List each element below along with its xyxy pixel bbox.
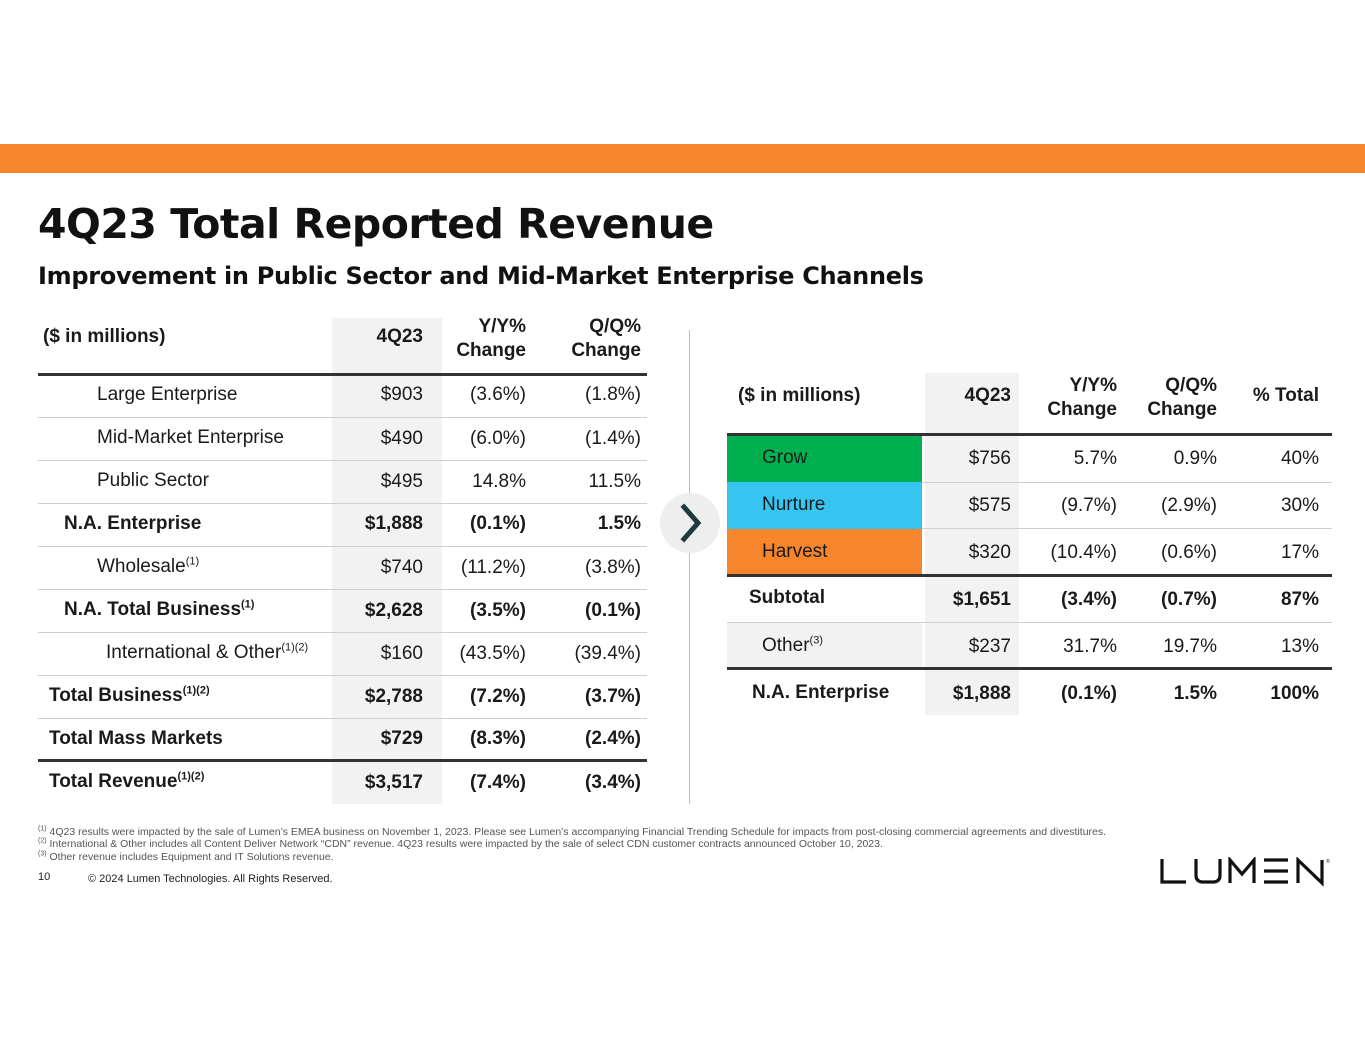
right-header-qq: Q/Q% Change [1147, 375, 1217, 420]
page-number: 10 [38, 871, 51, 883]
left-4q23-column-shade [332, 318, 442, 804]
left-header-4q23: 4Q23 [376, 326, 423, 347]
left-header-rule [38, 373, 647, 376]
chevron-right-icon [660, 493, 720, 553]
nurture-swatch [727, 482, 922, 529]
right-header-yy: Y/Y% Change [1047, 375, 1117, 420]
svg-text:®: ® [1326, 858, 1330, 865]
vertical-divider [689, 330, 690, 804]
right-header-pct: % Total [1252, 385, 1319, 406]
left-header-yy: Y/Y% Change [456, 316, 526, 361]
orange-header-band [0, 144, 1365, 173]
harvest-swatch [727, 529, 922, 576]
footnote-2: (2) International & Other includes all C… [38, 837, 883, 850]
page-subtitle: Improvement in Public Sector and Mid-Mar… [38, 262, 924, 290]
right-header-4q23: 4Q23 [964, 385, 1011, 406]
footnote-3: (3) Other revenue includes Equipment and… [38, 850, 334, 863]
other-row-shade [727, 623, 922, 668]
lumen-logo: ® [1158, 855, 1333, 892]
right-4q23-column-shade [925, 373, 1019, 715]
footnote-1: (1) 4Q23 results were impacted by the sa… [38, 825, 1107, 838]
left-header-label: ($ in millions) [43, 326, 166, 347]
copyright: © 2024 Lumen Technologies. All Rights Re… [88, 873, 333, 885]
right-header-label: ($ in millions) [738, 385, 861, 406]
page-title: 4Q23 Total Reported Revenue [38, 200, 714, 248]
grow-swatch [727, 435, 922, 482]
left-header-qq: Q/Q% Change [571, 316, 641, 361]
